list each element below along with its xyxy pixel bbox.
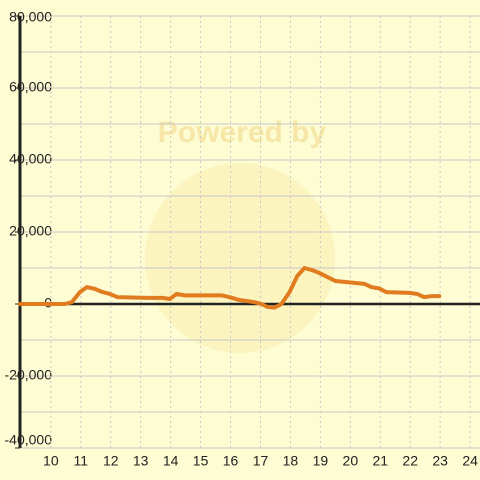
x-tick-label: 19	[313, 453, 329, 469]
x-tick-label: 21	[372, 453, 388, 469]
x-tick-label: 11	[74, 453, 89, 469]
watermark-logo	[145, 163, 335, 353]
y-tick-label: 20,000	[9, 223, 52, 239]
x-tick-label: 18	[283, 453, 299, 469]
watermark: Powered by	[158, 116, 327, 149]
line	[18, 266, 442, 310]
x-tick-label: 15	[193, 453, 209, 469]
x-tick-label: 14	[163, 453, 179, 469]
y-tick-label: -20,000	[5, 367, 53, 383]
x-tick-label: 23	[432, 453, 448, 469]
x-tick-label: 22	[402, 453, 418, 469]
x-tick-label: 13	[133, 453, 149, 469]
x-tick-label: 24	[462, 453, 478, 469]
x-tick-label: 17	[253, 453, 269, 469]
x-tick-label: 12	[103, 453, 119, 469]
y-tick-label: 60,000	[9, 79, 52, 95]
y-tick-label: 80,000	[9, 9, 52, 25]
x-tick-label: 16	[223, 453, 239, 469]
x-tick-label: 20	[343, 453, 359, 469]
y-tick-label: -40,000	[5, 432, 53, 448]
y-tick-label: 40,000	[9, 151, 52, 167]
x-tick-label: 10	[43, 453, 59, 469]
